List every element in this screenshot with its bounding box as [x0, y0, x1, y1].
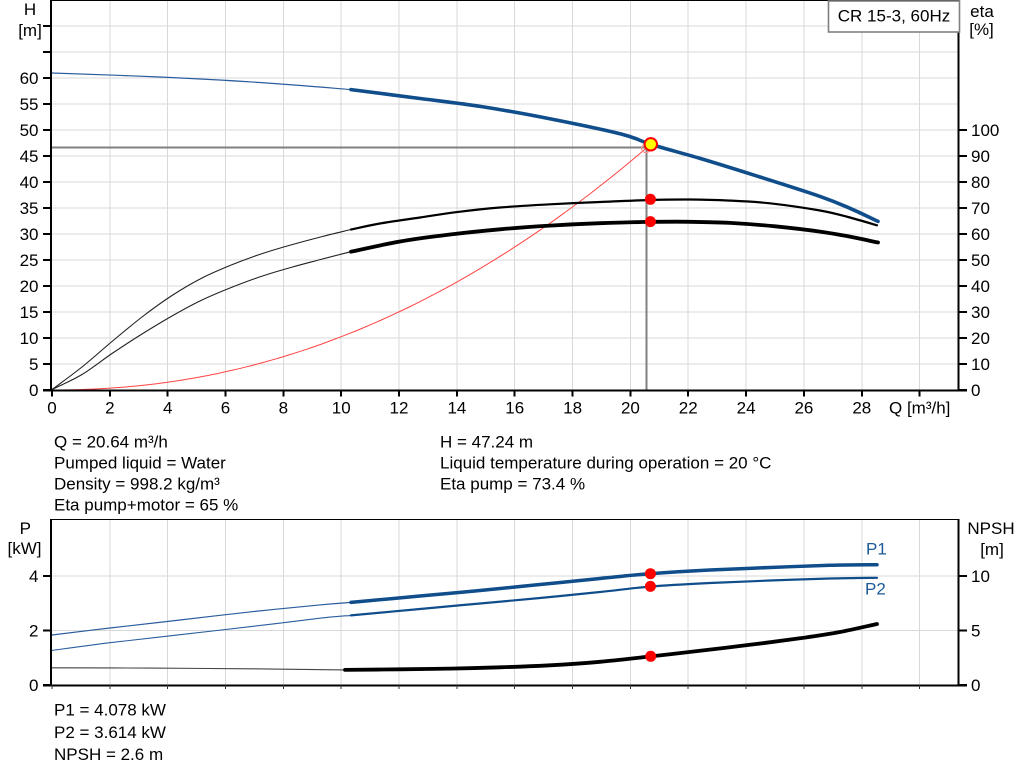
- svg-text:Eta pump+motor = 65 %: Eta pump+motor = 65 %: [54, 496, 238, 515]
- svg-text:12: 12: [390, 399, 409, 418]
- svg-text:5: 5: [29, 355, 38, 374]
- svg-text:26: 26: [794, 399, 813, 418]
- svg-text:Q [m³/h]: Q [m³/h]: [889, 399, 950, 418]
- svg-text:Eta pump = 73.4 %: Eta pump = 73.4 %: [440, 475, 585, 494]
- svg-text:[m]: [m]: [18, 21, 42, 40]
- svg-text:4: 4: [163, 399, 172, 418]
- svg-text:20: 20: [621, 399, 640, 418]
- svg-text:80: 80: [971, 173, 990, 192]
- svg-text:15: 15: [20, 303, 39, 322]
- svg-text:30: 30: [971, 303, 990, 322]
- svg-text:40: 40: [971, 277, 990, 296]
- svg-text:NPSH = 2.6 m: NPSH = 2.6 m: [54, 745, 163, 764]
- svg-text:90: 90: [971, 147, 990, 166]
- svg-text:50: 50: [971, 251, 990, 270]
- svg-text:0: 0: [29, 676, 38, 695]
- svg-text:5: 5: [971, 621, 980, 640]
- svg-text:35: 35: [20, 199, 39, 218]
- svg-text:eta: eta: [970, 2, 994, 21]
- svg-text:P1 = 4.078 kW: P1 = 4.078 kW: [54, 700, 166, 719]
- svg-text:Pumped liquid = Water: Pumped liquid = Water: [54, 454, 226, 473]
- svg-text:4: 4: [29, 567, 38, 586]
- svg-text:[m]: [m]: [980, 540, 1004, 559]
- svg-text:40: 40: [20, 173, 39, 192]
- svg-text:55: 55: [20, 95, 39, 114]
- svg-text:P1: P1: [866, 540, 887, 559]
- svg-text:P: P: [20, 519, 31, 538]
- svg-text:0: 0: [971, 676, 980, 695]
- svg-text:CR 15-3, 60Hz: CR 15-3, 60Hz: [838, 7, 950, 26]
- svg-text:25: 25: [20, 251, 39, 270]
- svg-text:45: 45: [20, 147, 39, 166]
- svg-text:28: 28: [852, 399, 871, 418]
- svg-text:10: 10: [332, 399, 351, 418]
- svg-text:H = 47.24 m: H = 47.24 m: [440, 433, 533, 452]
- svg-text:Density = 998.2 kg/m³: Density = 998.2 kg/m³: [54, 475, 220, 494]
- svg-text:[%]: [%]: [969, 20, 994, 39]
- svg-text:16: 16: [505, 399, 524, 418]
- svg-text:8: 8: [279, 399, 288, 418]
- svg-text:Q = 20.64 m³/h: Q = 20.64 m³/h: [54, 433, 168, 452]
- svg-text:NPSH: NPSH: [967, 519, 1014, 538]
- svg-text:50: 50: [20, 121, 39, 140]
- svg-text:22: 22: [679, 399, 698, 418]
- svg-text:0: 0: [971, 381, 980, 400]
- svg-text:18: 18: [563, 399, 582, 418]
- svg-text:24: 24: [737, 399, 756, 418]
- svg-text:30: 30: [20, 225, 39, 244]
- svg-text:10: 10: [20, 329, 39, 348]
- svg-text:H: H: [24, 0, 36, 19]
- svg-text:[kW]: [kW]: [8, 539, 42, 558]
- svg-text:14: 14: [447, 399, 466, 418]
- svg-text:10: 10: [971, 567, 990, 586]
- svg-text:6: 6: [221, 399, 230, 418]
- svg-text:60: 60: [20, 69, 39, 88]
- svg-text:2: 2: [105, 399, 114, 418]
- svg-text:2: 2: [29, 621, 38, 640]
- svg-text:70: 70: [971, 199, 990, 218]
- svg-text:20: 20: [971, 329, 990, 348]
- svg-text:100: 100: [971, 121, 999, 140]
- svg-text:P2: P2: [865, 580, 886, 599]
- svg-text:20: 20: [20, 277, 39, 296]
- svg-text:60: 60: [971, 225, 990, 244]
- svg-text:0: 0: [29, 381, 38, 400]
- svg-text:0: 0: [47, 399, 56, 418]
- svg-text:Liquid temperature during oper: Liquid temperature during operation = 20…: [440, 454, 771, 473]
- svg-text:10: 10: [971, 355, 990, 374]
- svg-text:P2 = 3.614 kW: P2 = 3.614 kW: [54, 723, 166, 742]
